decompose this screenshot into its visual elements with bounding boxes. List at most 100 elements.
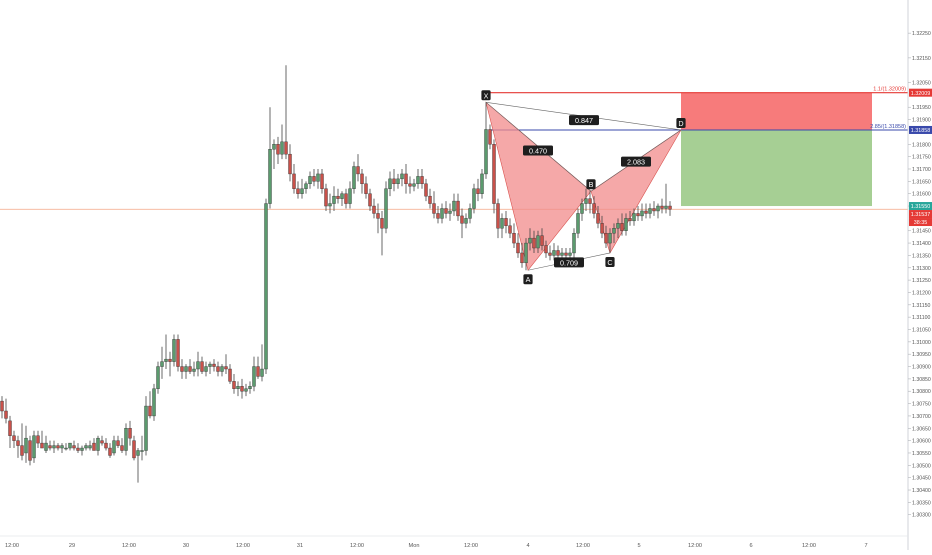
candle-body: [264, 203, 268, 370]
candle-up: [96, 435, 100, 456]
candle-down: [636, 206, 640, 221]
candle-up: [204, 361, 208, 377]
candle-body: [116, 440, 120, 446]
time-tick-label: 12:00: [688, 543, 702, 549]
stop-loss-zone[interactable]: [681, 92, 872, 130]
time-tick-label: 7: [864, 543, 867, 549]
candle-down: [40, 430, 44, 449]
ratio-label-0: 0.847: [575, 116, 593, 125]
candle-body: [608, 232, 612, 244]
candle-body: [380, 218, 384, 229]
price-tick-label: 1.31350: [912, 253, 931, 259]
candle-body: [448, 210, 452, 214]
candle-body: [320, 173, 324, 189]
price-tick-label: 1.30800: [912, 389, 931, 395]
candle-up: [260, 344, 264, 382]
candle-down: [20, 423, 24, 461]
candle-body: [332, 195, 336, 204]
candle-up: [640, 203, 644, 221]
time-axis[interactable]: 12:00 29 12:00 30 12:00 31 12:00 Mon 12:00 4 12:00…: [0, 535, 908, 549]
candle-body: [640, 210, 644, 217]
time-tick-label: Mon: [409, 543, 420, 549]
candle-down: [504, 210, 508, 234]
candle-body: [540, 235, 544, 246]
candle-up: [80, 445, 84, 456]
candle-body: [596, 213, 600, 224]
candle-body: [400, 173, 404, 180]
candle-body: [628, 218, 632, 222]
price-tick-label: 1.30500: [912, 463, 931, 469]
candle-body: [424, 183, 428, 197]
point-label-a-box: [523, 274, 533, 285]
candle-up: [416, 168, 420, 189]
price-tick-label: 1.30400: [912, 488, 931, 494]
candle-down: [336, 188, 340, 204]
take-profit-zone[interactable]: [681, 129, 872, 207]
time-tick-label: 30: [183, 543, 189, 549]
candle-body: [172, 339, 176, 362]
candle-down: [180, 359, 184, 379]
candle-up: [384, 181, 388, 234]
price-badges: 1.32009 1.31858 1.31550 1.31537 38:35: [909, 88, 932, 226]
candle-body: [140, 450, 144, 452]
candle-body: [52, 445, 56, 449]
candle-body: [208, 363, 212, 367]
candle-up: [412, 178, 416, 192]
price-tick-label: 1.30850: [912, 377, 931, 383]
candle-body: [376, 213, 380, 219]
risk-reward-zones[interactable]: [681, 92, 872, 207]
candle-down: [592, 196, 596, 219]
candle-body: [240, 386, 244, 392]
candle-body: [180, 366, 184, 372]
candle-down: [28, 435, 32, 466]
candle-body: [248, 386, 252, 389]
candle-up: [308, 171, 312, 189]
time-tick-label: 12:00: [5, 543, 19, 549]
candle-down: [360, 168, 364, 194]
price-tick-label: 1.31300: [912, 266, 931, 272]
candle-up: [616, 218, 620, 239]
candle-up: [536, 230, 540, 253]
candle-body: [476, 188, 480, 194]
time-tick-label: 4: [526, 543, 529, 549]
price-axis[interactable]: 1.32250 1.32150 1.32050 1.31950 1.31900 1.318…: [907, 0, 932, 550]
candle-body: [216, 366, 220, 372]
candle-down: [376, 203, 380, 234]
candle-down: [224, 354, 228, 374]
candle-down: [240, 378, 244, 399]
candle-down: [132, 435, 136, 461]
candle-down: [120, 438, 124, 453]
candle-body: [276, 144, 280, 155]
candle-body: [44, 442, 48, 451]
time-tick-label: 12:00: [350, 543, 364, 549]
candle-down: [368, 188, 372, 211]
candle-body: [304, 183, 308, 189]
candle-up: [160, 346, 164, 379]
price-tick-label: 1.30700: [912, 414, 931, 420]
candle-down: [356, 154, 360, 182]
price-tick-label: 1.31000: [912, 340, 931, 346]
candle-body: [80, 447, 84, 451]
candle-body: [464, 218, 468, 224]
candle-body: [32, 435, 36, 459]
candle-up: [52, 440, 56, 453]
candle-body: [164, 358, 168, 362]
candle-down: [276, 136, 280, 165]
candle-body: [316, 173, 320, 182]
candle-body: [484, 129, 488, 175]
candle-down: [284, 65, 288, 160]
candle-body: [48, 445, 52, 449]
candle-down: [488, 124, 492, 150]
candle-body: [444, 208, 448, 214]
price-tick-label: 1.31800: [912, 142, 931, 148]
candle-up: [144, 396, 148, 456]
candle-down: [320, 168, 324, 194]
candle-body: [612, 228, 616, 234]
candle-down: [292, 164, 296, 194]
candle-down: [76, 443, 80, 453]
candle-body: [224, 366, 228, 370]
candle-body: [0, 400, 4, 412]
stop-line-label: 1.1/(1.32009): [873, 87, 906, 93]
candle-body: [512, 232, 516, 244]
